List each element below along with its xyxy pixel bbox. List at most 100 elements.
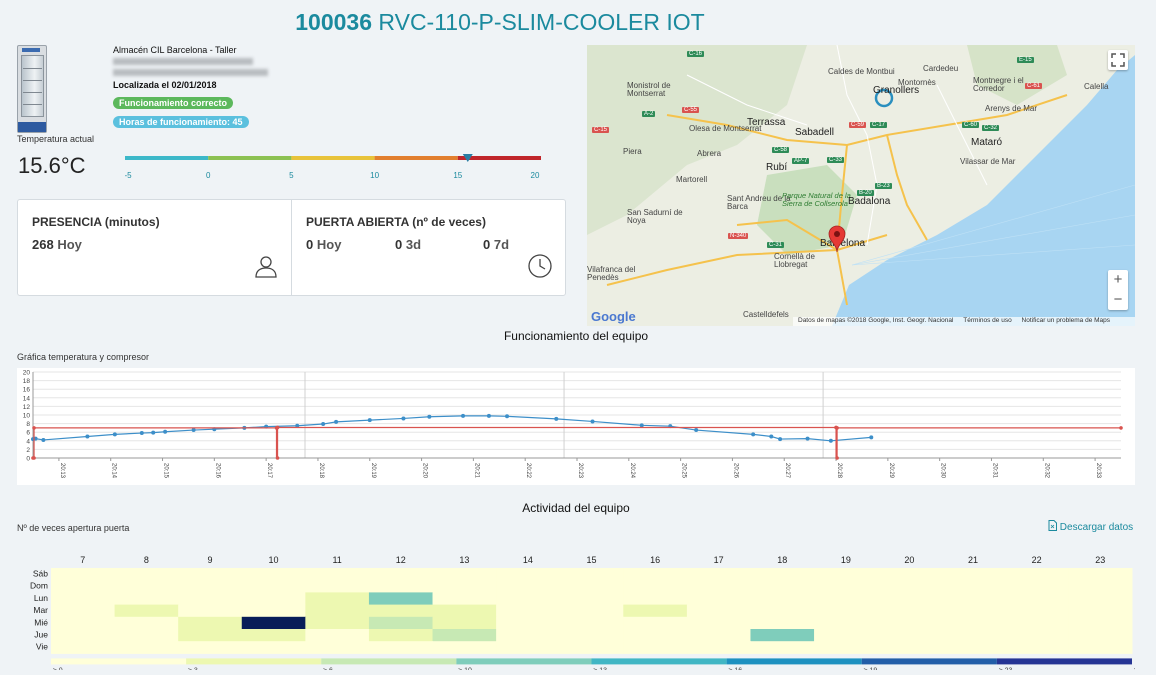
zoom-out-button[interactable]: −	[1113, 291, 1123, 308]
map-place-label: Montornès	[898, 78, 936, 87]
heatmap-cell	[1068, 592, 1133, 606]
heatmap-cell	[559, 641, 624, 654]
heatmap-cell	[368, 629, 434, 642]
temperature-point	[85, 434, 90, 439]
scale-tick-label: 0	[206, 171, 211, 180]
y-tick-label: 16	[23, 387, 31, 394]
heatmap-cell	[241, 568, 306, 581]
hour-label: 14	[523, 555, 533, 565]
road-label: B-20	[857, 190, 874, 196]
x-tick-label: 20:13	[59, 463, 65, 479]
presence-unit: Hoy	[57, 237, 82, 252]
y-tick-label: 10	[23, 413, 31, 420]
map[interactable]: Granollers Cardedeu Caldes de Montbui Monto…	[587, 45, 1135, 326]
heatmap-cell	[686, 641, 751, 654]
door-7d-unit: 7d	[493, 237, 510, 252]
map-report-link[interactable]: Notificar un problema de Maps	[1021, 317, 1111, 324]
heatmap-cell	[432, 616, 497, 630]
x-tick-label: 20:29	[888, 463, 894, 479]
legend-swatch	[51, 658, 187, 665]
scale-tick-label: 10	[370, 171, 379, 180]
road-label: C-55	[682, 107, 700, 113]
temperature-value: 15.6°C	[18, 153, 86, 178]
road-label: A-2	[642, 111, 656, 117]
x-tick-label: 20:16	[214, 463, 220, 479]
legend-swatch	[996, 658, 1132, 665]
heatmap-cell	[877, 568, 942, 581]
page-title: 100036 RVC-110-P-SLIM-COOLER IOT	[0, 9, 1000, 36]
temperature-point	[805, 436, 810, 441]
legend-swatch	[726, 658, 862, 665]
clock-icon	[528, 254, 552, 278]
door-3d: 0 3d	[395, 237, 421, 252]
heatmap-cell	[368, 568, 434, 581]
heatmap-cell	[814, 580, 879, 593]
download-data-link[interactable]: Descargar datos	[1048, 520, 1133, 533]
heatmap-cell	[686, 568, 751, 581]
heatmap-cell	[1068, 568, 1133, 581]
map-place-label: San Sadurní de Noya	[627, 208, 683, 226]
temperature-point	[869, 435, 874, 440]
x-tick-label: 20:14	[111, 463, 117, 479]
heatmap-cell	[432, 641, 497, 654]
door-title: PUERTA ABIERTA (nº de veces)	[306, 215, 486, 229]
heatmap-cell	[496, 604, 561, 618]
x-tick-label: 20:26	[732, 463, 738, 479]
heatmap-cell	[941, 592, 1006, 606]
fullscreen-button[interactable]	[1108, 50, 1128, 70]
map-place-label: Castelldefels	[743, 310, 789, 319]
heatmap-cell	[559, 592, 624, 606]
temperature-point	[486, 413, 491, 418]
heatmap-cell	[814, 616, 879, 630]
x-tick-label: 20:15	[163, 463, 169, 479]
heatmap-cell	[114, 616, 179, 630]
y-tick-label: 12	[23, 404, 31, 411]
road-label: C-58	[772, 147, 790, 153]
heatmap-cell	[623, 580, 688, 593]
hour-label: 18	[777, 555, 787, 565]
heatmap-cell	[368, 604, 434, 618]
heatmap-cell	[305, 592, 370, 606]
temperature-point	[461, 413, 466, 418]
heatmap-cell	[114, 641, 179, 654]
heatmap-cell	[686, 616, 751, 630]
heatmap-cell	[750, 568, 815, 581]
map-marker-icon[interactable]	[828, 225, 846, 253]
zoom-in-button[interactable]: +	[1113, 271, 1123, 288]
heatmap-cell	[432, 629, 497, 642]
hour-label: 16	[650, 555, 660, 565]
scale-tick-label: -5	[125, 171, 132, 180]
hour-label: 7	[80, 555, 85, 565]
heatmap-cell	[1004, 592, 1069, 606]
map-place-label: Rubí	[766, 162, 788, 173]
x-tick-label: 20:17	[266, 463, 272, 479]
heatmap-cell	[559, 580, 624, 593]
heatmap-cell	[305, 629, 370, 642]
temperature-chart: 0 2 4 6 8 10 12 14 16 18 20 20:13 20:14 20:15 20:16 20:…	[17, 368, 1135, 485]
heatmap-cell	[623, 592, 688, 606]
road-label: C-59	[849, 122, 867, 128]
heatmap-cell	[623, 568, 688, 581]
heatmap-cell	[686, 592, 751, 606]
day-label: Dom	[30, 581, 48, 591]
map-terms-link[interactable]: Términos de uso	[963, 317, 1012, 324]
road-label: N-340	[728, 233, 749, 239]
heatmap-cell	[877, 592, 942, 606]
heatmap-cell	[241, 580, 306, 593]
hour-label: 10	[269, 555, 279, 565]
map-place-label: Vilafranca del Penedès	[587, 265, 636, 283]
map-place-label: Piera	[623, 147, 642, 156]
heatmap-cell	[241, 641, 306, 654]
legend-swatch	[861, 658, 997, 665]
map-place-label: Montnegre i el Corredor	[973, 76, 1024, 94]
section-title-activity: Actividad del equipo	[522, 501, 630, 515]
x-tick-label: 20:32	[1043, 463, 1049, 479]
compressor-point	[32, 426, 36, 430]
heatmap-cell	[178, 629, 243, 642]
hour-label: 17	[714, 555, 724, 565]
map-attribution-bar: Datos de mapas ©2018 Google, Inst. Geogr…	[793, 317, 1135, 326]
heatmap-cell	[368, 580, 434, 593]
heatmap-cell	[941, 604, 1006, 618]
map-canvas[interactable]	[587, 45, 1135, 326]
temperature-point	[321, 422, 326, 427]
